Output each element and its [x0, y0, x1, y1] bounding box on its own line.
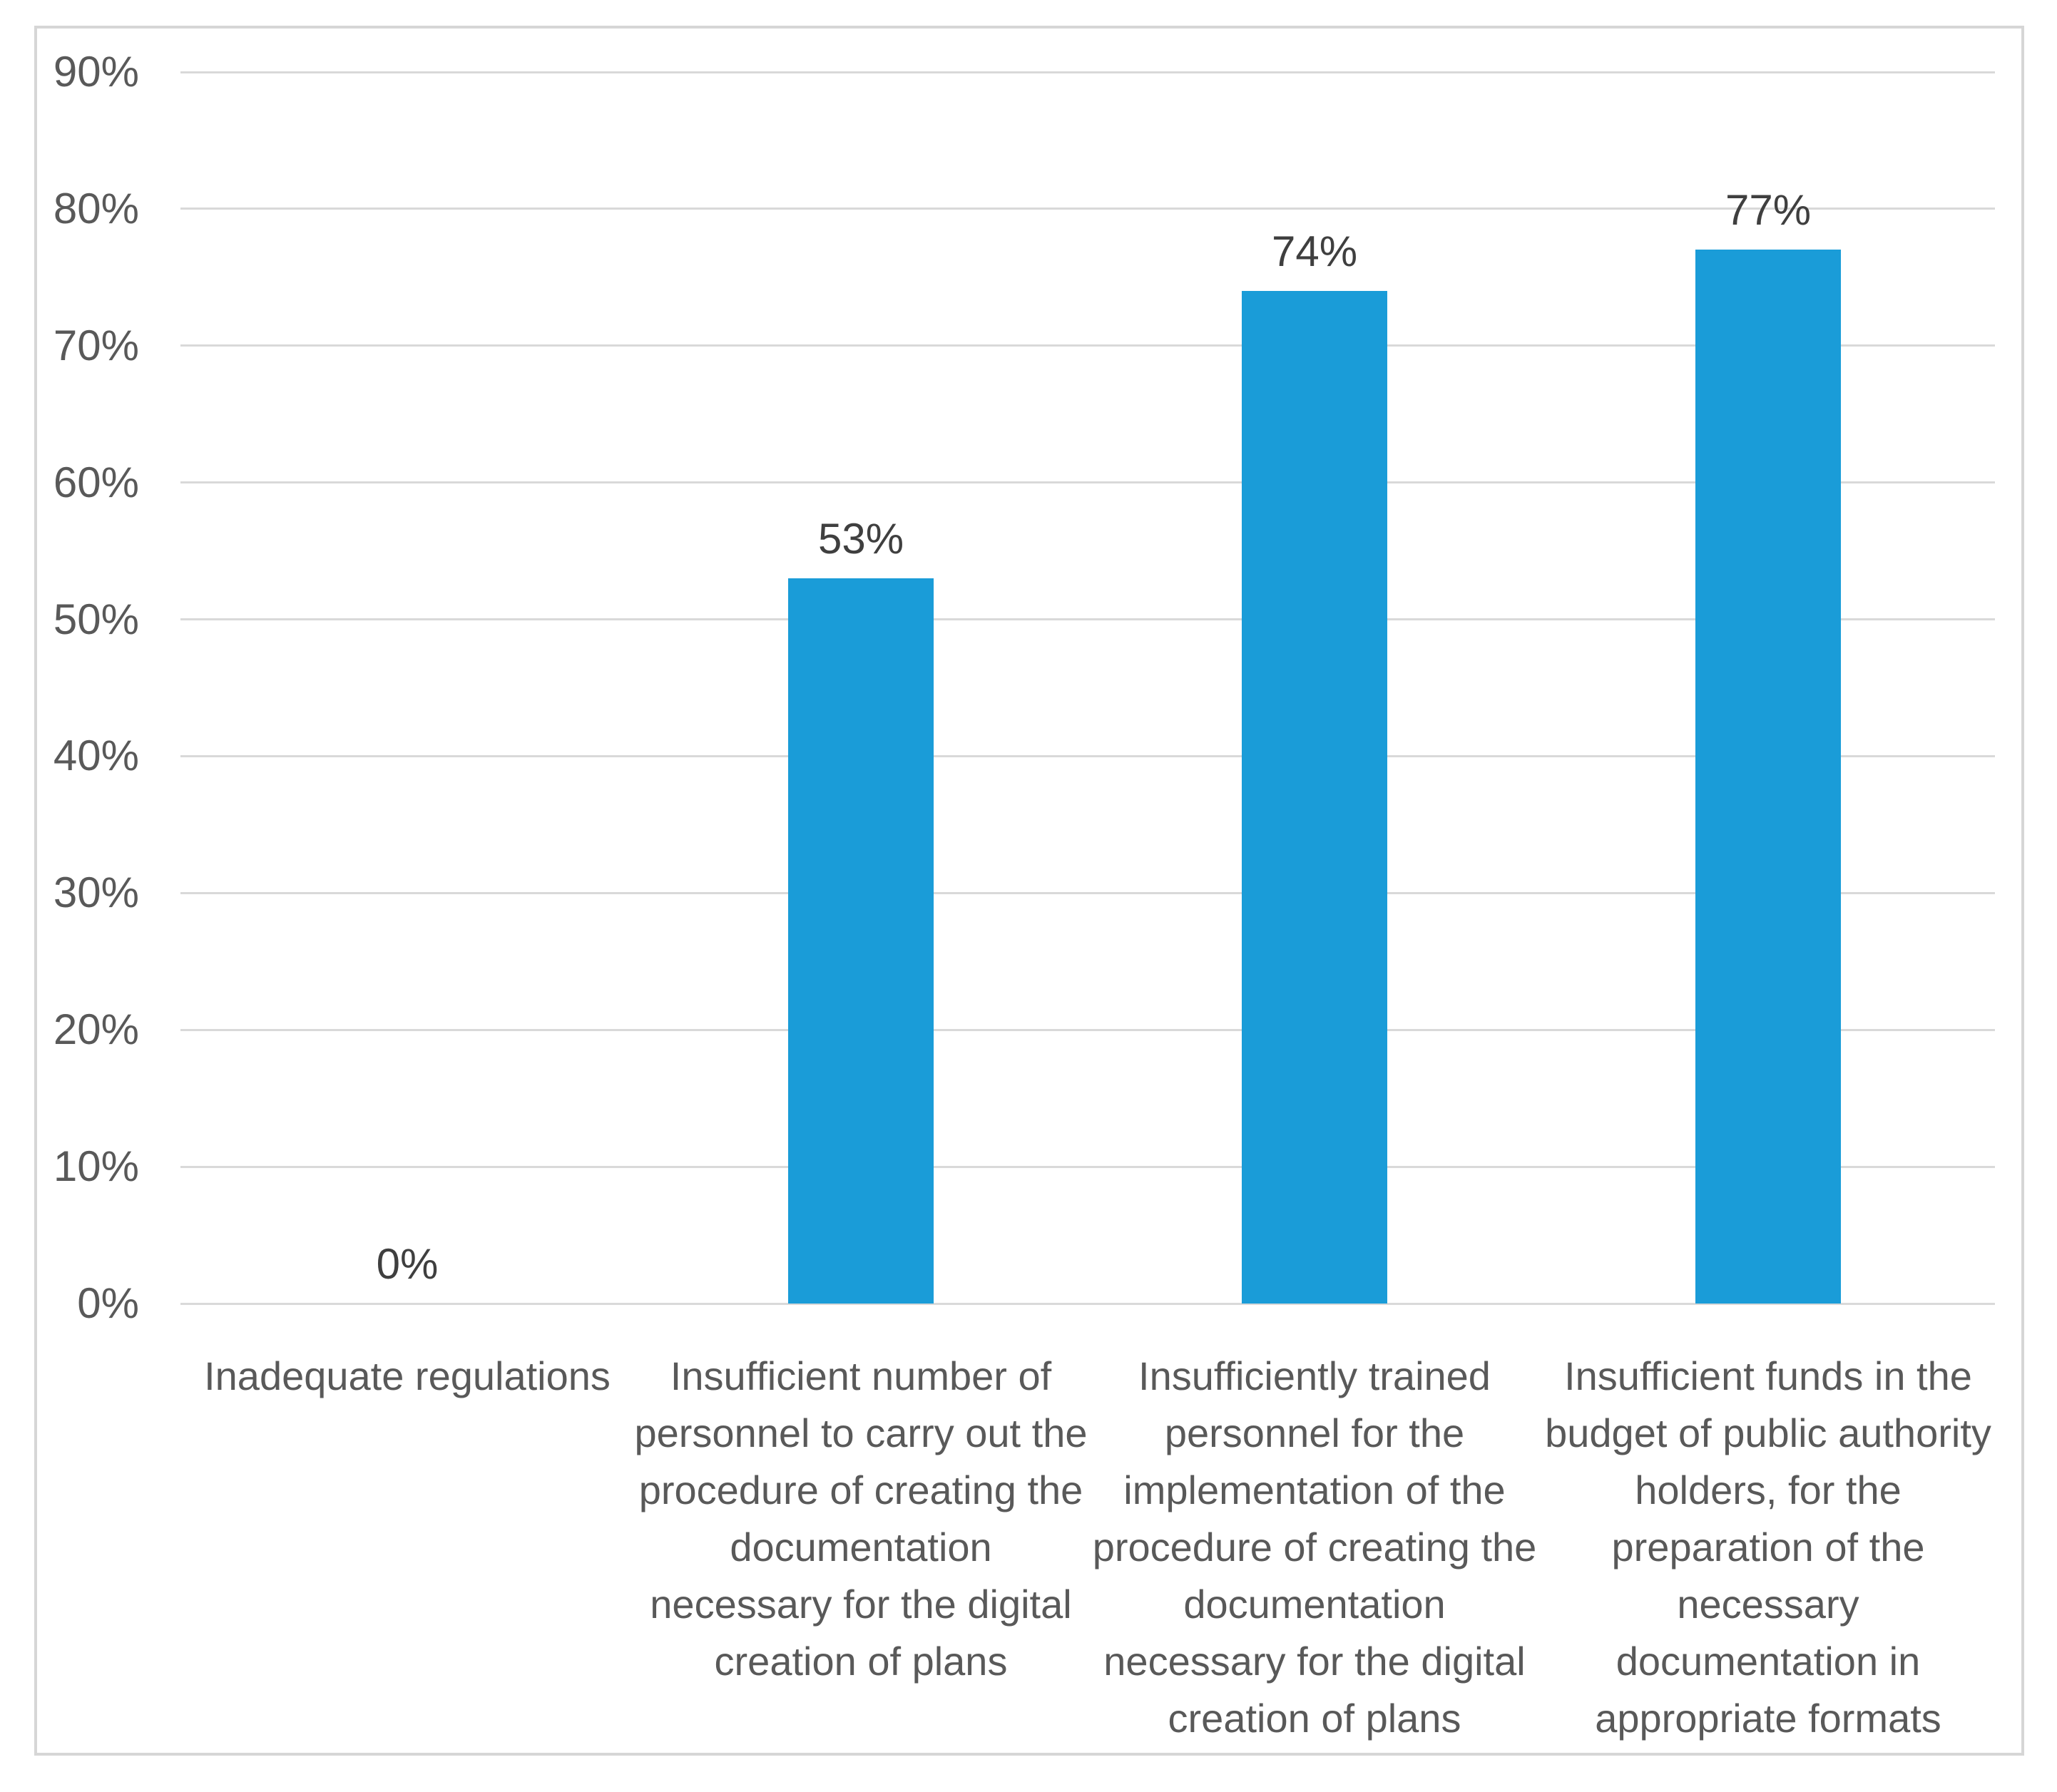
gridline — [180, 71, 1995, 73]
y-tick-label: 90% — [53, 48, 139, 96]
gridline — [180, 481, 1995, 484]
bar — [1242, 291, 1387, 1304]
y-tick-label: 80% — [53, 184, 139, 232]
category-label: Insufficiently trained personnel for the… — [1092, 1353, 1537, 1741]
chart-border — [34, 26, 2024, 1756]
gridline — [180, 891, 1995, 894]
y-tick-label: 0% — [77, 1279, 139, 1327]
bar-value-label: 77% — [1725, 186, 1812, 235]
bar-value-label: 53% — [817, 514, 904, 563]
y-tick-label: 70% — [53, 321, 139, 369]
y-tick-label: 30% — [53, 869, 139, 917]
y-tick-label: 40% — [53, 732, 139, 780]
category-label: Inadequate regulations — [204, 1353, 611, 1398]
gridline — [180, 208, 1995, 210]
bar-value-label: 0% — [376, 1240, 439, 1288]
y-tick-label: 60% — [53, 458, 139, 506]
gridline — [180, 1028, 1995, 1031]
y-tick-label: 10% — [53, 1142, 139, 1191]
gridline — [180, 344, 1995, 347]
bar — [788, 578, 934, 1304]
gridline — [180, 1302, 1995, 1305]
y-tick-label: 50% — [53, 595, 139, 643]
y-tick-label: 20% — [53, 1005, 139, 1054]
category-label: Insufficient funds in the budget of publ… — [1545, 1353, 1991, 1741]
bar — [1695, 250, 1841, 1304]
category-label: Insufficient number of personnel to carr… — [634, 1353, 1088, 1684]
gridline — [180, 618, 1995, 621]
gridline — [180, 1165, 1995, 1168]
gridline — [180, 754, 1995, 757]
bar-value-label: 74% — [1271, 227, 1358, 276]
